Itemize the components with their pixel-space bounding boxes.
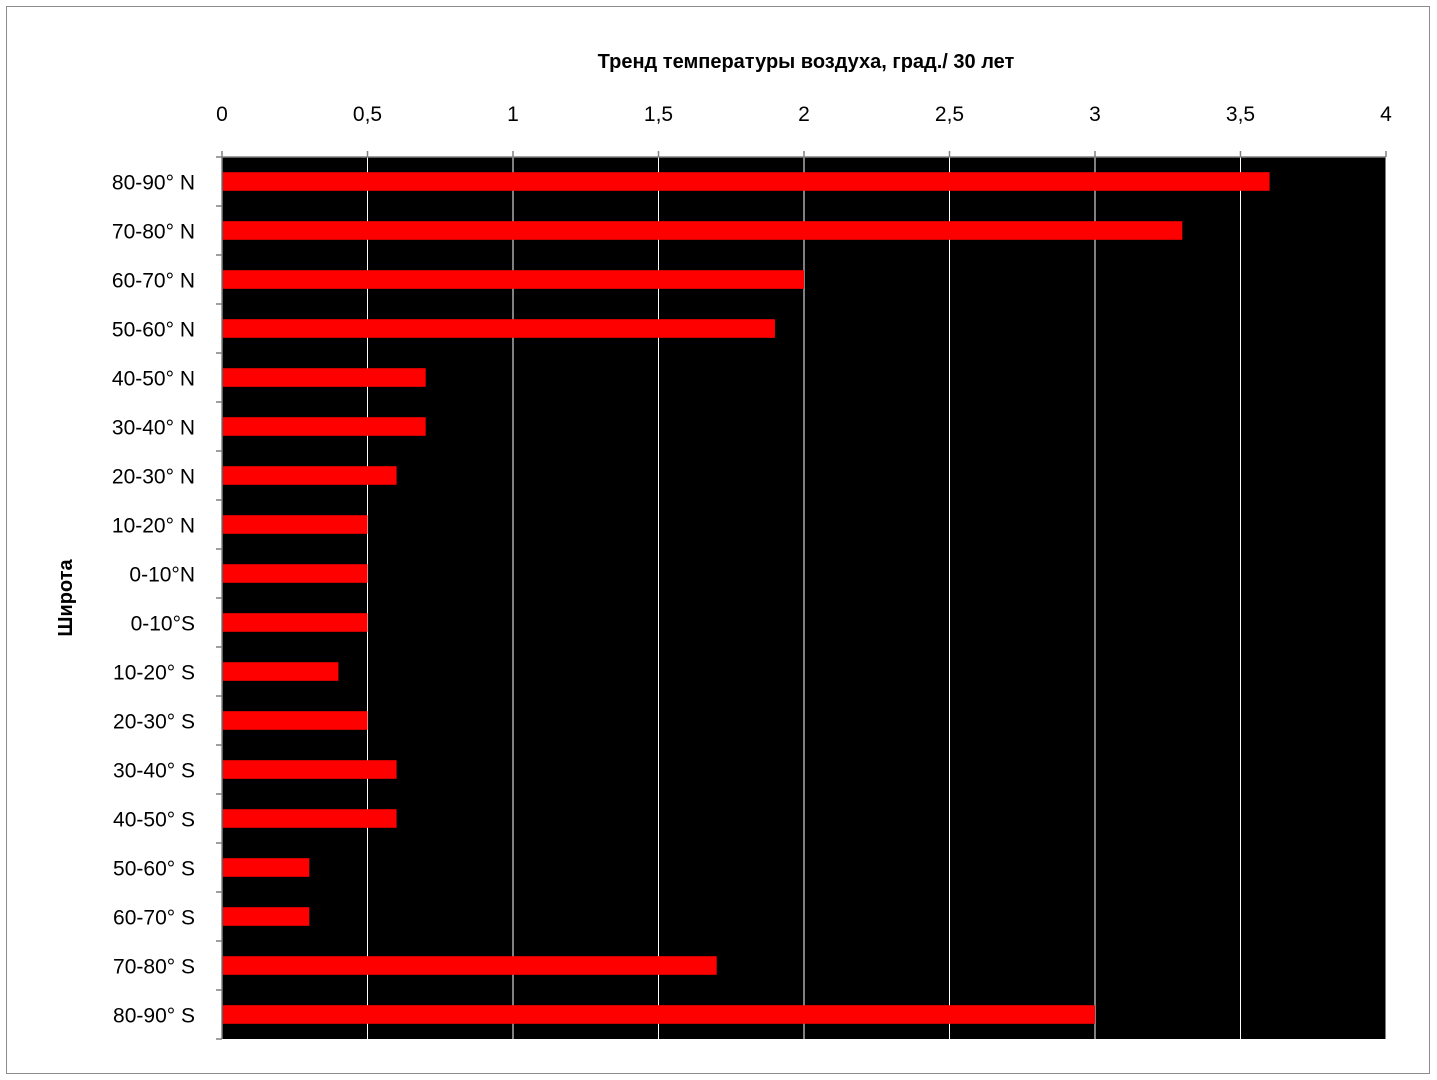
x-tick-label: 0 [216,103,228,126]
category-label: 0-10°S [131,613,195,636]
bar [223,662,339,681]
bar [223,858,310,877]
bar [223,1005,1095,1024]
category-label: 70-80° N [112,221,195,244]
bar [223,221,1183,240]
x-tick-label: 1,5 [644,103,673,126]
bar [223,564,368,583]
category-label: 80-90° S [113,1005,195,1028]
x-tick-label: 0,5 [353,103,382,126]
axes [216,151,1387,1040]
category-label: 70-80° S [113,956,195,979]
bar [223,270,804,289]
category-label: 80-90° N [112,172,195,195]
x-tick-label: 4 [1380,103,1392,126]
bar [223,809,397,828]
category-label: 20-30° N [112,466,195,489]
bar [223,515,368,534]
bar [223,319,775,338]
category-label: 30-40° S [113,760,195,783]
gridlines [367,157,1387,1039]
y-axis-title: Широта [55,559,77,637]
x-tick-label: 1 [507,103,519,126]
bar [223,368,426,387]
bar [223,466,397,485]
bar [223,417,426,436]
x-tick-label: 2 [798,103,810,126]
x-tick-label: 3,5 [1226,103,1255,126]
category-label: 10-20° S [113,662,195,685]
category-label: 60-70° S [113,907,195,930]
bar [223,760,397,779]
category-label: 20-30° S [113,711,195,734]
category-label: 50-60° N [112,319,195,342]
x-tick-label: 3 [1089,103,1101,126]
bar [223,956,717,975]
category-label: 60-70° N [112,270,195,293]
x-axis-title: Тренд температуры воздуха, град./ 30 лет [598,51,1015,73]
category-label: 30-40° N [112,417,195,440]
category-labels: 80-90° N 70-80° N 60-70° N 50-60° N 40-50° N… [112,172,195,1028]
bar [223,907,310,926]
category-label: 0-10°N [129,564,195,587]
bar [223,711,368,730]
bar [223,613,368,632]
bars [223,172,1270,1024]
bar [223,172,1270,191]
category-label: 40-50° N [112,368,195,391]
category-label: 10-20° N [112,515,195,538]
category-label: 40-50° S [113,809,195,832]
x-tick-label: 2,5 [935,103,964,126]
x-tick-labels: 0 0,5 1 1,5 2 2,5 3 3,5 4 [216,103,1392,126]
category-label: 50-60° S [113,858,195,881]
